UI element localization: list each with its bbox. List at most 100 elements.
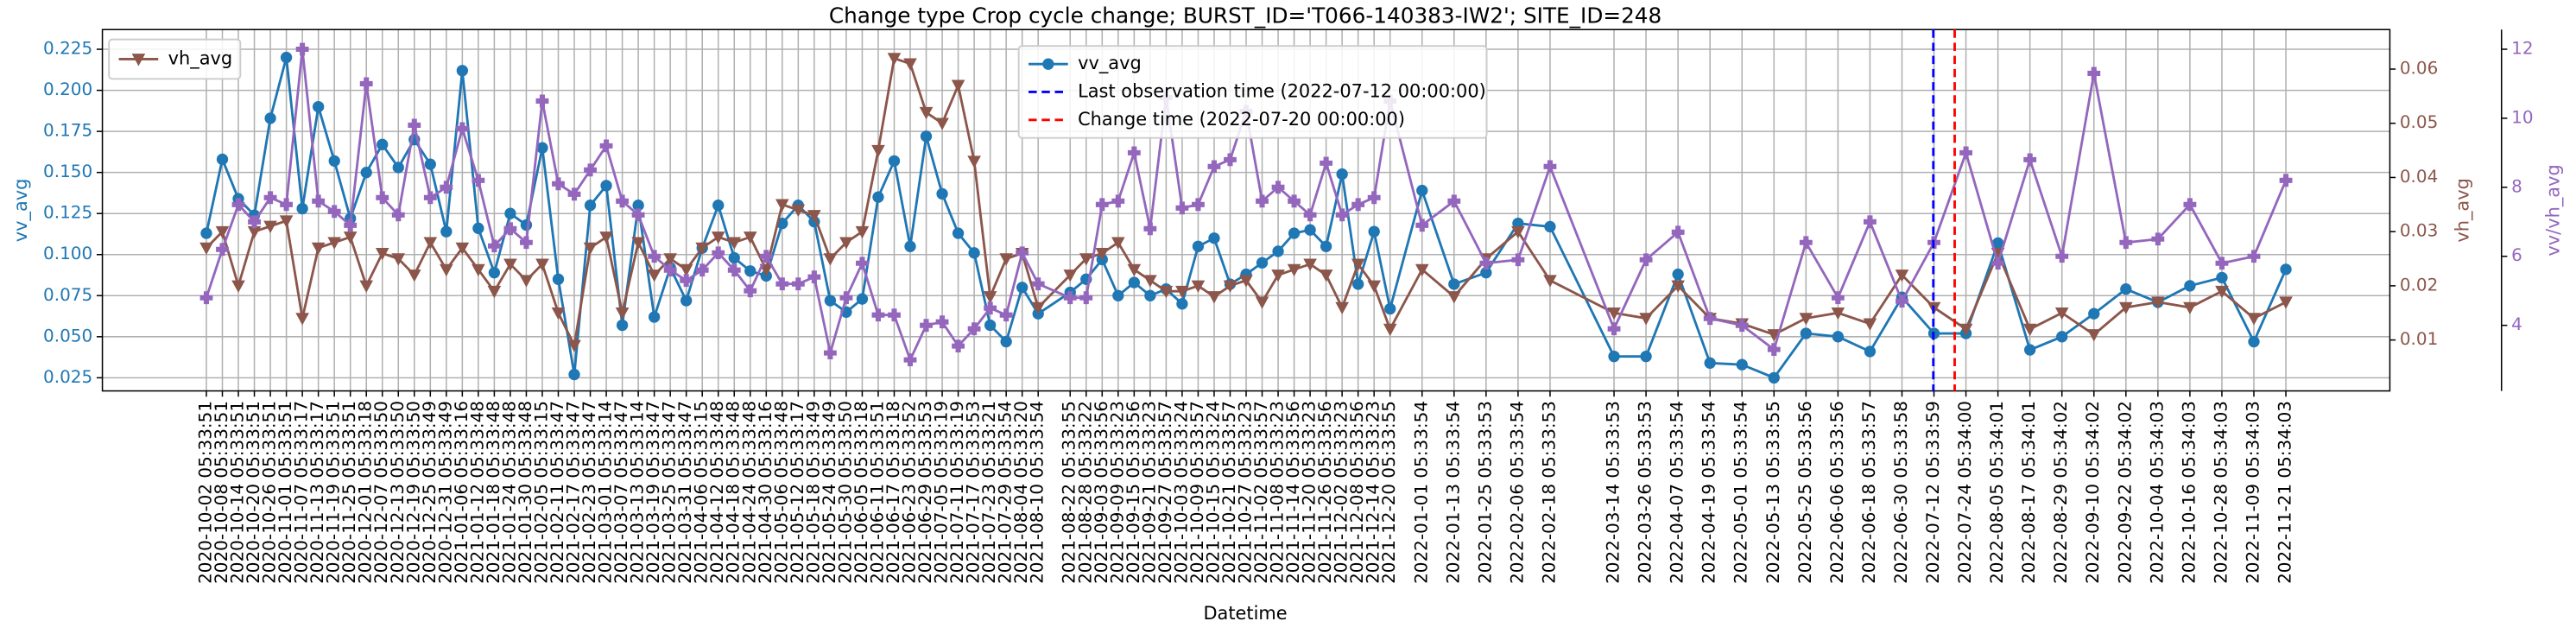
- marker: [1256, 194, 1269, 208]
- marker: [759, 250, 773, 263]
- marker: [1351, 258, 1365, 271]
- marker: [855, 225, 870, 239]
- marker: [391, 253, 406, 266]
- x-tick-label: 2022-04-07 05:33:54: [1667, 401, 1687, 584]
- marker: [295, 313, 309, 326]
- marker: [1304, 224, 1316, 236]
- marker: [1368, 225, 1380, 238]
- marker: [2280, 263, 2292, 276]
- marker: [839, 291, 853, 305]
- marker: [344, 219, 358, 232]
- marker: [216, 243, 229, 257]
- marker: [600, 180, 612, 192]
- x-tick-label: 2021-08-04 05:33:20: [1010, 401, 1031, 584]
- y2-tick-label: 0.06: [2400, 58, 2438, 79]
- marker: [615, 307, 630, 320]
- marker: [1447, 194, 1461, 208]
- x-tick-label: 2021-04-12 05:33:48: [706, 401, 727, 584]
- marker: [1176, 298, 1188, 310]
- marker: [2118, 301, 2133, 315]
- x-tick-label: 2021-10-15 05:33:24: [1202, 401, 1223, 584]
- x-tick-label: 2022-02-06 05:33:54: [1506, 401, 1527, 584]
- marker: [2119, 236, 2133, 250]
- legend-label: vv_avg: [1078, 53, 1142, 73]
- marker: [1703, 312, 1717, 326]
- y3-axis-label: vv/vh_avg: [2542, 164, 2563, 256]
- x-tick-label: 2022-06-18 05:33:57: [1858, 401, 1879, 584]
- marker: [359, 77, 373, 91]
- marker: [264, 112, 276, 124]
- x-tick-label: 2022-08-17 05:34:01: [2018, 401, 2039, 584]
- x-tick-label: 2020-10-08 05:33:51: [211, 401, 231, 584]
- marker: [680, 274, 693, 288]
- marker: [2183, 198, 2197, 212]
- marker: [1192, 198, 1205, 212]
- marker: [871, 308, 885, 322]
- marker: [456, 65, 469, 77]
- x-tick-label: 2021-03-13 05:33:14: [627, 401, 648, 584]
- marker: [839, 237, 853, 250]
- y-axis-label: vv_avg: [10, 179, 31, 243]
- x-tick-label: 2021-11-14 05:33:56: [1282, 401, 1303, 584]
- legend-label: Change time (2022-07-20 00:00:00): [1078, 109, 1405, 130]
- marker: [1127, 146, 1141, 160]
- marker: [1000, 335, 1012, 348]
- marker: [888, 155, 901, 168]
- marker: [1736, 358, 1748, 371]
- marker: [216, 153, 229, 166]
- marker: [391, 208, 405, 222]
- x-tick-label: 2021-01-06 05:33:16: [451, 401, 472, 584]
- x-axis-label: Datetime: [1203, 603, 1287, 624]
- marker: [695, 242, 710, 256]
- x-tick-label: 2021-05-24 05:33:49: [819, 401, 839, 584]
- marker: [1159, 285, 1174, 299]
- marker: [999, 308, 1013, 322]
- marker: [2120, 283, 2132, 295]
- marker: [1864, 215, 1877, 229]
- marker: [1319, 269, 1333, 282]
- x-tick-label: 2022-08-29 05:34:02: [2050, 401, 2071, 584]
- x-tick-label: 2021-03-01 05:33:14: [595, 401, 616, 584]
- x-tick-label: 2022-05-25 05:33:56: [1794, 401, 1815, 584]
- marker: [1112, 289, 1124, 301]
- y3-tick-label: 8: [2511, 175, 2522, 196]
- marker: [616, 319, 629, 332]
- marker: [1543, 275, 1557, 288]
- marker: [327, 205, 341, 219]
- marker: [263, 191, 277, 205]
- marker: [487, 239, 501, 253]
- marker: [888, 308, 901, 322]
- x-tick-label: 2021-01-24 05:33:48: [498, 401, 519, 584]
- x-tick-label: 2021-09-15 05:33:56: [1123, 401, 1143, 584]
- x-tick-label: 2020-12-07 05:33:50: [370, 401, 391, 584]
- marker: [1895, 269, 1909, 282]
- x-tick-label: 2022-04-19 05:33:54: [1699, 401, 1719, 584]
- x-tick-label: 2021-01-30 05:33:48: [515, 401, 535, 584]
- marker: [887, 53, 902, 66]
- marker: [679, 263, 693, 277]
- x-tick-label: 2021-02-17 05:33:47: [563, 401, 584, 584]
- marker: [1111, 194, 1125, 208]
- marker: [2248, 335, 2260, 348]
- marker: [1863, 318, 1877, 331]
- x-tick-label: 2021-04-06 05:33:15: [691, 401, 712, 584]
- marker: [1367, 191, 1381, 205]
- marker: [2054, 307, 2069, 320]
- marker: [1608, 350, 1620, 363]
- x-tick-label: 2021-05-18 05:33:49: [802, 401, 823, 584]
- marker: [200, 227, 212, 239]
- marker: [2088, 307, 2100, 320]
- marker: [775, 277, 789, 291]
- x-tick-label: 2021-03-07 05:33:47: [611, 401, 631, 584]
- x-tick-label: 2020-11-25 05:33:51: [339, 401, 359, 584]
- marker: [311, 242, 326, 256]
- marker: [215, 225, 230, 239]
- y3-tick-label: 10: [2511, 106, 2533, 127]
- marker: [520, 236, 533, 250]
- marker: [1224, 153, 1237, 167]
- x-tick-label: 2021-02-05 05:33:15: [530, 401, 551, 584]
- marker: [663, 263, 677, 277]
- legend-box: [1017, 45, 1488, 139]
